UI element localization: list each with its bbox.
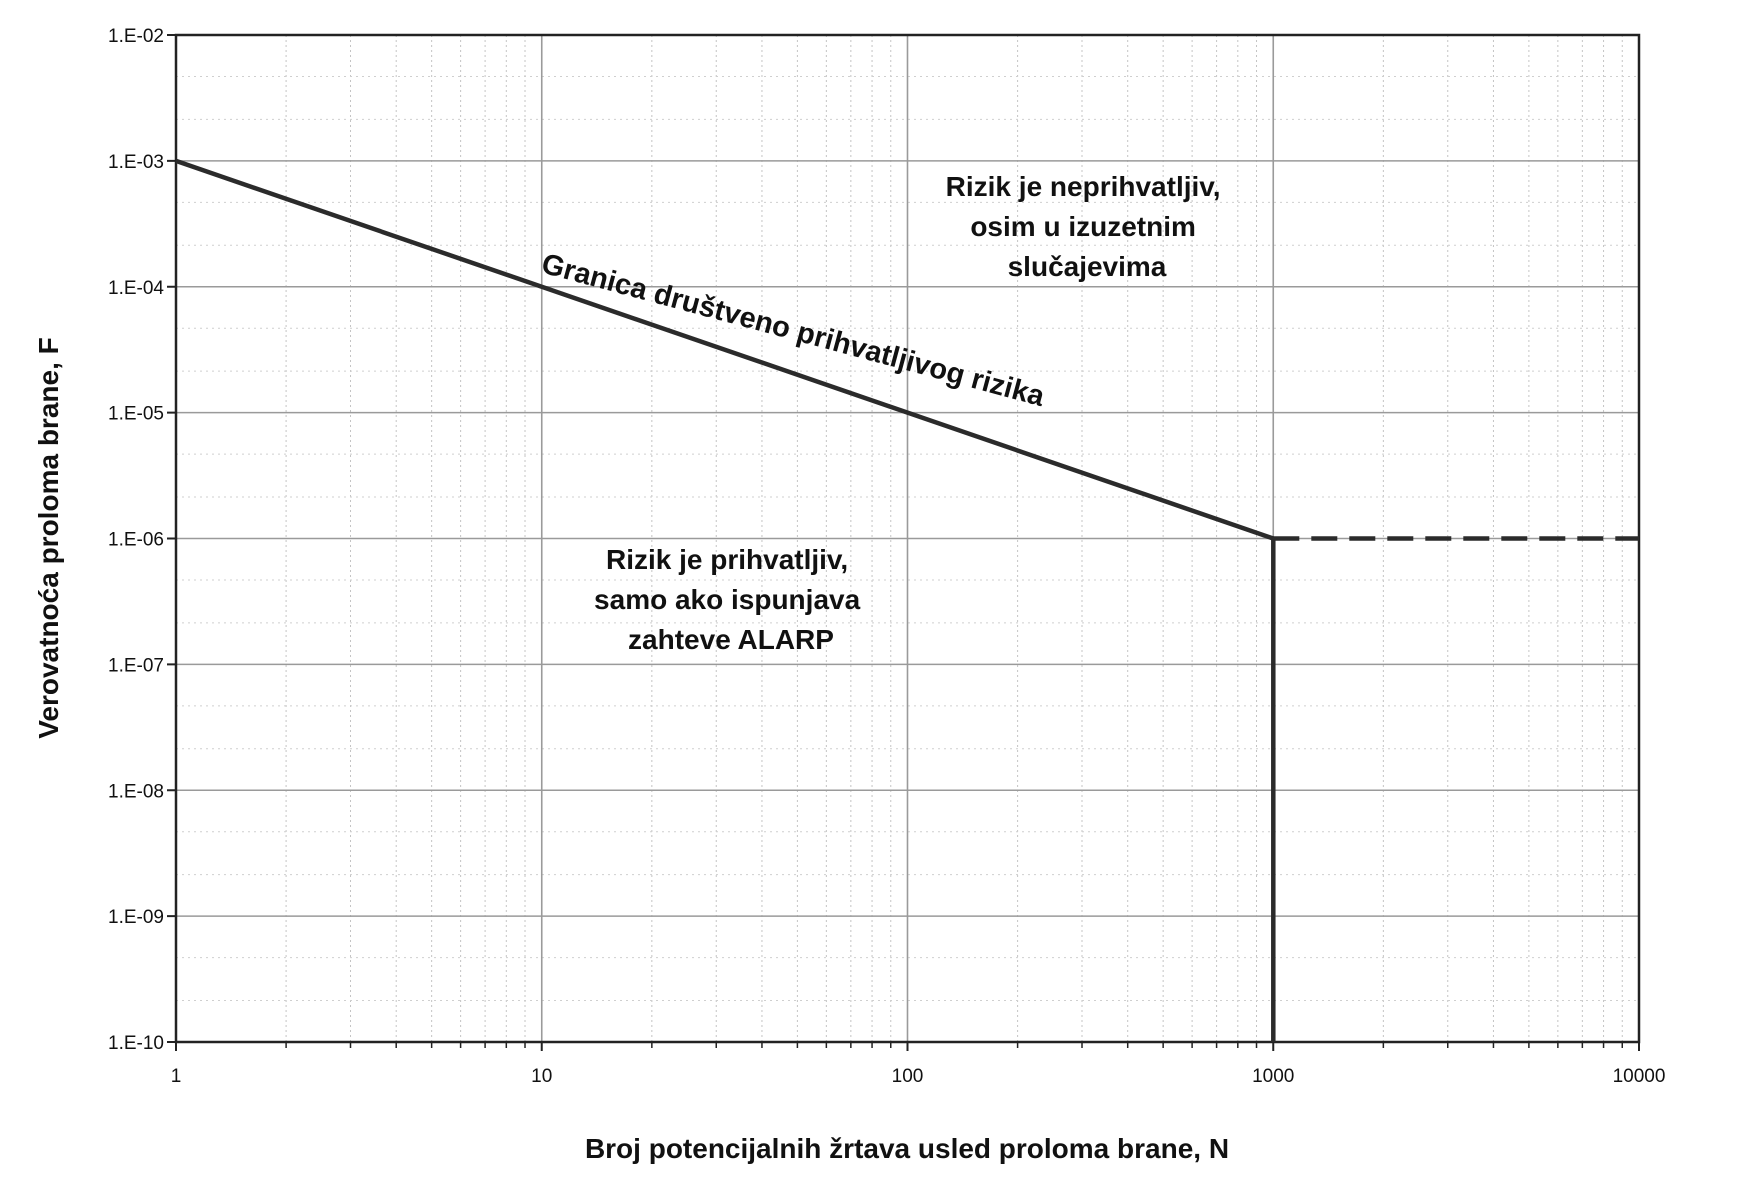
grid-lines [167,34,1640,1051]
x-axis-title: Broj potencijalnih žrtava usled proloma … [585,1133,1229,1164]
y-tick-label: 1.E-04 [108,278,164,299]
series-line-1 [175,158,1275,541]
region-label-acceptable-line-1: Rizik je prihvatljiv, [606,544,848,575]
tick-labels: 1 10 100 1000 10000 1.E-02 1.E-03 1.E-04 1.E-05 1… [108,26,1665,1087]
x-tick-label: 10000 [1613,1066,1666,1087]
region-label-unacceptable-line-3: slučajevima [1008,251,1167,282]
region-label-acceptable: Rizik je prihvatljiv, samo ako ispunjava… [594,544,868,655]
y-tick-label: 1.E-07 [108,655,164,676]
x-tick-label: 1 [171,1066,182,1087]
y-tick-label: 1.E-02 [108,26,164,47]
region-label-unacceptable-line-2: osim u izuzetnim [970,211,1196,242]
y-tick-label: 1.E-06 [108,530,164,551]
y-axis-title: Verovatnoća proloma brane, F [33,337,64,738]
y-tick-label: 1.E-09 [108,907,164,928]
y-tick-label: 1.E-10 [108,1033,164,1054]
x-tick-label: 1000 [1252,1066,1294,1087]
region-label-acceptable-line-3: zahteve ALARP [628,624,834,655]
series-lines [175,158,1639,1042]
y-tick-label: 1.E-08 [108,781,164,802]
region-label-unacceptable-line-1: Rizik je neprihvatljiv, [946,171,1221,202]
series-label-granica: Granica društveno prihvatljivog rizika [538,248,1048,413]
region-label-acceptable-line-2: samo ako ispunjava [594,584,861,615]
x-tick-label: 100 [892,1066,924,1087]
y-tick-label: 1.E-05 [108,404,164,425]
y-tick-label: 1.E-03 [108,152,164,173]
x-tick-label: 10 [531,1066,552,1087]
region-label-unacceptable: Rizik je neprihvatljiv, osim u izuzetnim… [946,171,1229,282]
